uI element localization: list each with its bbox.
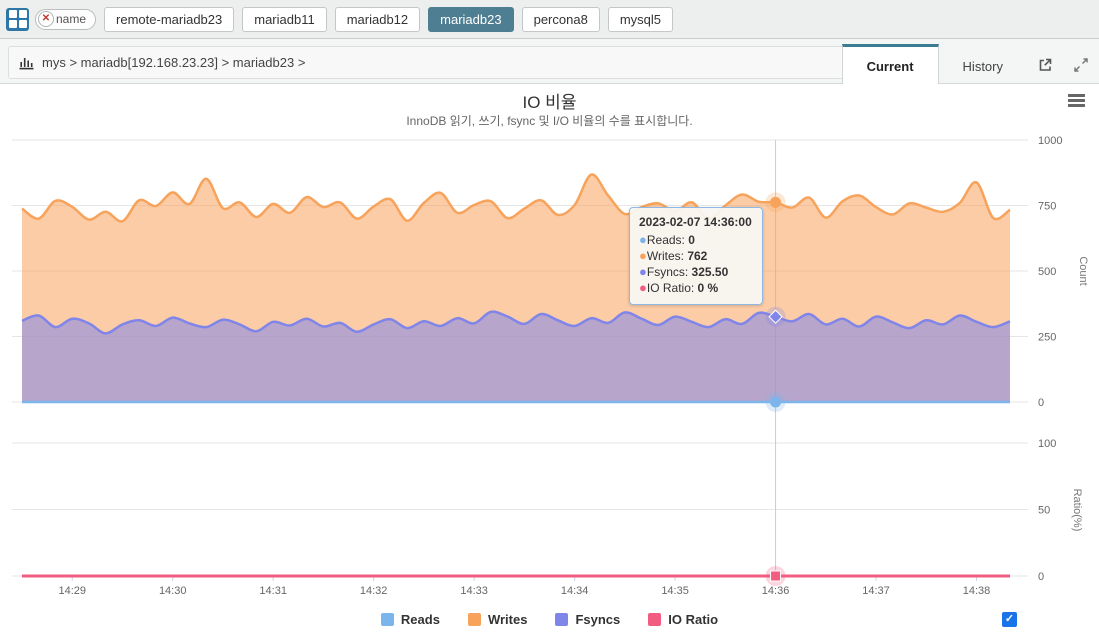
tab-current[interactable]: Current (841, 44, 939, 86)
x-axis-label: 14:35 (661, 585, 689, 597)
fsyncs-bullet-icon: ● (639, 264, 647, 279)
legend-checkbox[interactable]: ✓ (1002, 612, 1017, 627)
chart-subtitle: InnoDB 읽기, 쓰기, fsync 및 I/O 비율의 수를 표시합니다. (406, 114, 693, 128)
io-chart[interactable]: 0 250 500 750 1000 Count 0 50 100 Ratio(%) 14:29 14… (0, 84, 1099, 638)
chart-context-menu-icon[interactable] (1068, 94, 1085, 109)
filter-chip-name[interactable]: ✕ name (35, 8, 97, 30)
chip-label: name (56, 12, 87, 26)
x-axis-label: 14:38 (963, 585, 991, 597)
x-axis-label: 14:32 (360, 585, 388, 597)
tooltip-row-fsyncs: ●Fsyncs: 325.50 (639, 264, 729, 279)
y-axis-label: 0 (1038, 397, 1044, 409)
x-axis-label: 14:30 (159, 585, 187, 597)
y-axis-label: 500 (1038, 266, 1056, 278)
line-writes (21, 173, 1011, 223)
area-fsyncs (22, 311, 1010, 402)
chart-legend: Reads Writes Fsyncs IO Ratio (0, 612, 1099, 627)
reads-swatch-icon (380, 613, 394, 626)
subheader: mys > mariadb[192.168.23.23] > mariadb23… (0, 39, 1099, 86)
marker-square (770, 570, 782, 582)
chart-tooltip: 2023-02-07 14:36:00 ●Reads: 0 ●Writes: 7… (629, 207, 763, 305)
legend-item-io-ratio[interactable]: IO Ratio (648, 612, 718, 627)
y-axis-label: 1000 (1038, 135, 1062, 147)
open-external-icon[interactable] (1027, 44, 1063, 85)
server-tab-mariadb11[interactable]: mariadb11 (242, 6, 327, 32)
server-tab-mariadb12[interactable]: mariadb12 (334, 6, 421, 32)
tooltip-row-reads: ●Reads: 0 (639, 232, 695, 247)
y-axis-title: Count (1077, 256, 1089, 285)
reads-bullet-icon: ● (639, 232, 647, 247)
y-axis-title: Ratio(%) (1071, 489, 1083, 532)
x-axis-label: 14:29 (58, 585, 86, 597)
y-axis-label: 750 (1038, 201, 1056, 213)
x-axis-label: 14:34 (561, 585, 589, 597)
tab-history[interactable]: History (962, 59, 1003, 74)
io-ratio-swatch-icon (648, 613, 662, 626)
server-tab-bar: ✕ name remote-mariadb23 mariadb11 mariad… (0, 0, 1099, 39)
y-axis-label: 250 (1038, 332, 1056, 344)
marker-diamond (768, 309, 783, 324)
server-tab-mariadb23[interactable]: mariadb23 (428, 6, 514, 32)
expand-fullscreen-icon[interactable] (1063, 44, 1099, 85)
chip-close-icon[interactable]: ✕ (38, 11, 54, 27)
breadcrumb[interactable]: mys > mariadb[192.168.23.23] > mariadb23… (8, 46, 874, 79)
writes-swatch-icon (467, 613, 481, 626)
bar-chart-icon (19, 56, 34, 70)
y-axis-label: 50 (1038, 505, 1050, 517)
server-tab-mysql5[interactable]: mysql5 (607, 6, 673, 32)
y-axis-label: 100 (1038, 438, 1056, 450)
server-tabs: remote-mariadb23 mariadb11 mariadb12 mar… (104, 6, 673, 32)
legend-item-writes[interactable]: Writes (467, 612, 527, 627)
tooltip-row-writes: ●Writes: 762 (639, 248, 708, 263)
io-ratio-bullet-icon: ● (639, 280, 647, 295)
tooltip-row-io-ratio: ●IO Ratio: 0 % (639, 280, 719, 295)
x-axis-label: 14:31 (259, 585, 287, 597)
tooltip-timestamp: 2023-02-07 14:36:00 (639, 215, 752, 229)
line-fsyncs (21, 310, 1011, 335)
legend-item-reads[interactable]: Reads (380, 612, 440, 627)
fsyncs-swatch-icon (555, 613, 569, 626)
marker-circle (770, 396, 782, 408)
breadcrumb-text: mys > mariadb[192.168.23.23] > mariadb23… (42, 55, 306, 70)
server-tab-percona8[interactable]: percona8 (521, 6, 600, 32)
io-ratio-chart-card: IO 비율 InnoDB 읽기, 쓰기, fsync 및 I/O 비율의 수를 … (0, 84, 1099, 638)
legend-item-fsyncs[interactable]: Fsyncs (555, 612, 620, 627)
view-tabs: Current History (841, 44, 1099, 86)
x-axis-label: 14:36 (762, 585, 790, 597)
y-axis-label: 0 (1038, 571, 1044, 583)
writes-bullet-icon: ● (639, 248, 647, 263)
x-axis-label: 14:37 (862, 585, 890, 597)
marker-circle (770, 196, 782, 208)
chart-title: IO 비율 (522, 93, 577, 112)
x-axis-label: 14:33 (460, 585, 488, 597)
server-tab-remote-mariadb23[interactable]: remote-mariadb23 (104, 6, 235, 32)
apps-grid-icon[interactable] (6, 7, 29, 31)
